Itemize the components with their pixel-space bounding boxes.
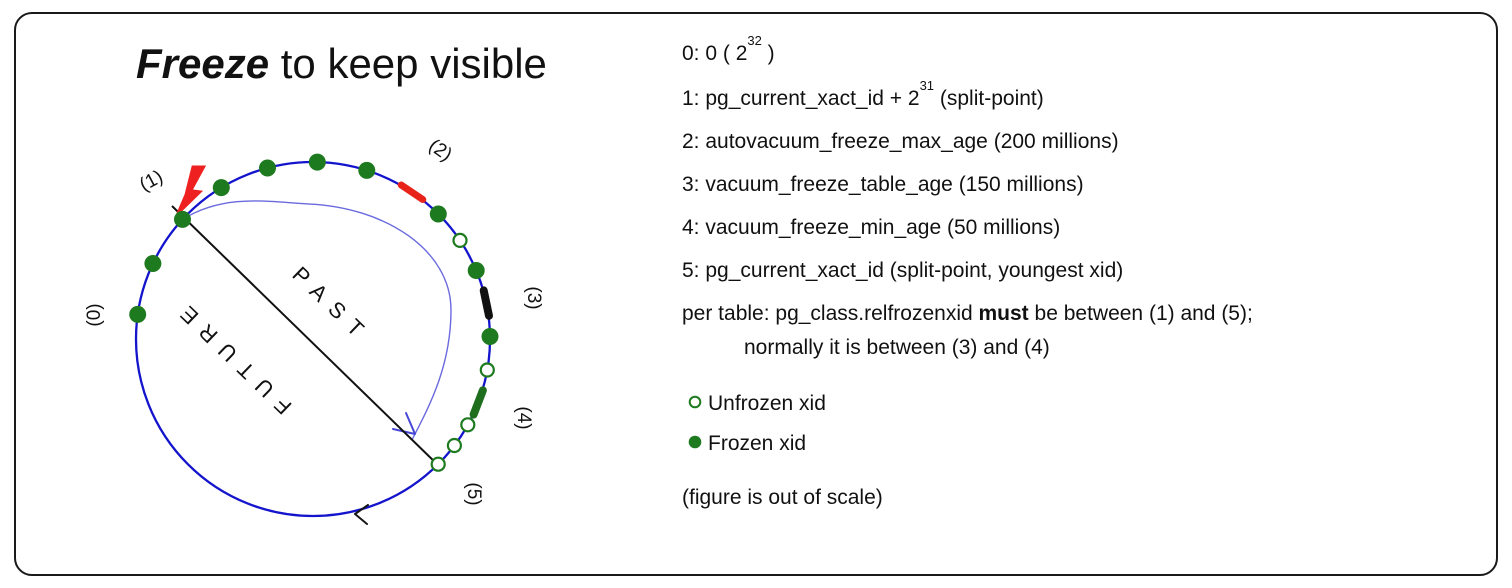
svg-text:(0): (0): [84, 303, 105, 326]
svg-text:(3): (3): [523, 286, 544, 309]
svg-text:FUTURE: FUTURE: [167, 294, 296, 420]
svg-text:(1): (1): [136, 166, 166, 195]
svg-text:(2): (2): [425, 135, 456, 166]
svg-text:PAST: PAST: [288, 262, 377, 349]
svg-text:(4): (4): [513, 406, 534, 429]
svg-text:(5): (5): [463, 482, 484, 505]
